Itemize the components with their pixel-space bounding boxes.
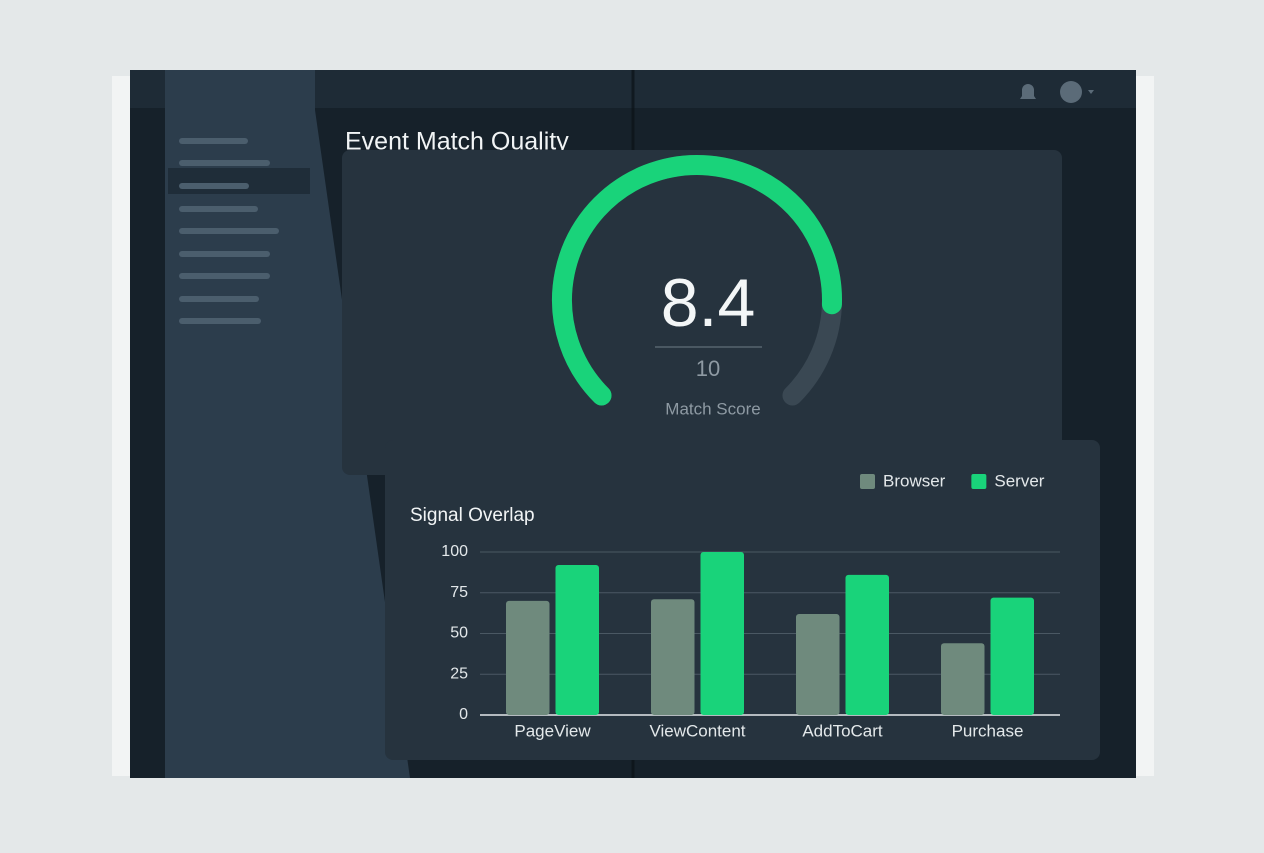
gauge-arc xyxy=(552,155,842,406)
y-tick-label: 0 xyxy=(459,706,468,723)
y-tick-label: 25 xyxy=(450,665,468,682)
x-tick-label: ViewContent xyxy=(649,721,745,740)
chart-title: Signal Overlap xyxy=(410,505,535,526)
bar xyxy=(941,643,985,715)
y-tick-label: 100 xyxy=(441,543,468,560)
y-tick-label: 50 xyxy=(450,625,468,642)
legend-label: Server xyxy=(994,471,1044,490)
x-tick-label: PageView xyxy=(514,721,591,740)
bar xyxy=(845,574,889,715)
bar xyxy=(990,597,1034,715)
bar xyxy=(555,565,599,715)
score-value: 8.4 xyxy=(661,265,756,341)
legend-swatch xyxy=(860,474,875,489)
bar xyxy=(651,599,695,715)
avatar[interactable] xyxy=(1060,81,1082,103)
bell-icon[interactable] xyxy=(1020,84,1036,99)
legend-swatch xyxy=(971,474,987,489)
bar xyxy=(506,600,550,715)
y-tick-label: 75 xyxy=(450,584,468,601)
gauge-card xyxy=(342,150,1062,475)
nav-items xyxy=(179,138,279,324)
x-tick-label: Purchase xyxy=(952,721,1024,740)
avatar-caret[interactable] xyxy=(1088,90,1094,94)
bar xyxy=(700,552,744,715)
sidebar xyxy=(165,70,410,778)
legend-label: Browser xyxy=(883,471,946,490)
x-tick-label: AddToCart xyxy=(802,721,883,740)
bar xyxy=(796,613,840,715)
score-max: 10 xyxy=(696,356,720,381)
nav-active[interactable] xyxy=(168,168,310,194)
gauge-label: Match Score xyxy=(665,399,760,418)
